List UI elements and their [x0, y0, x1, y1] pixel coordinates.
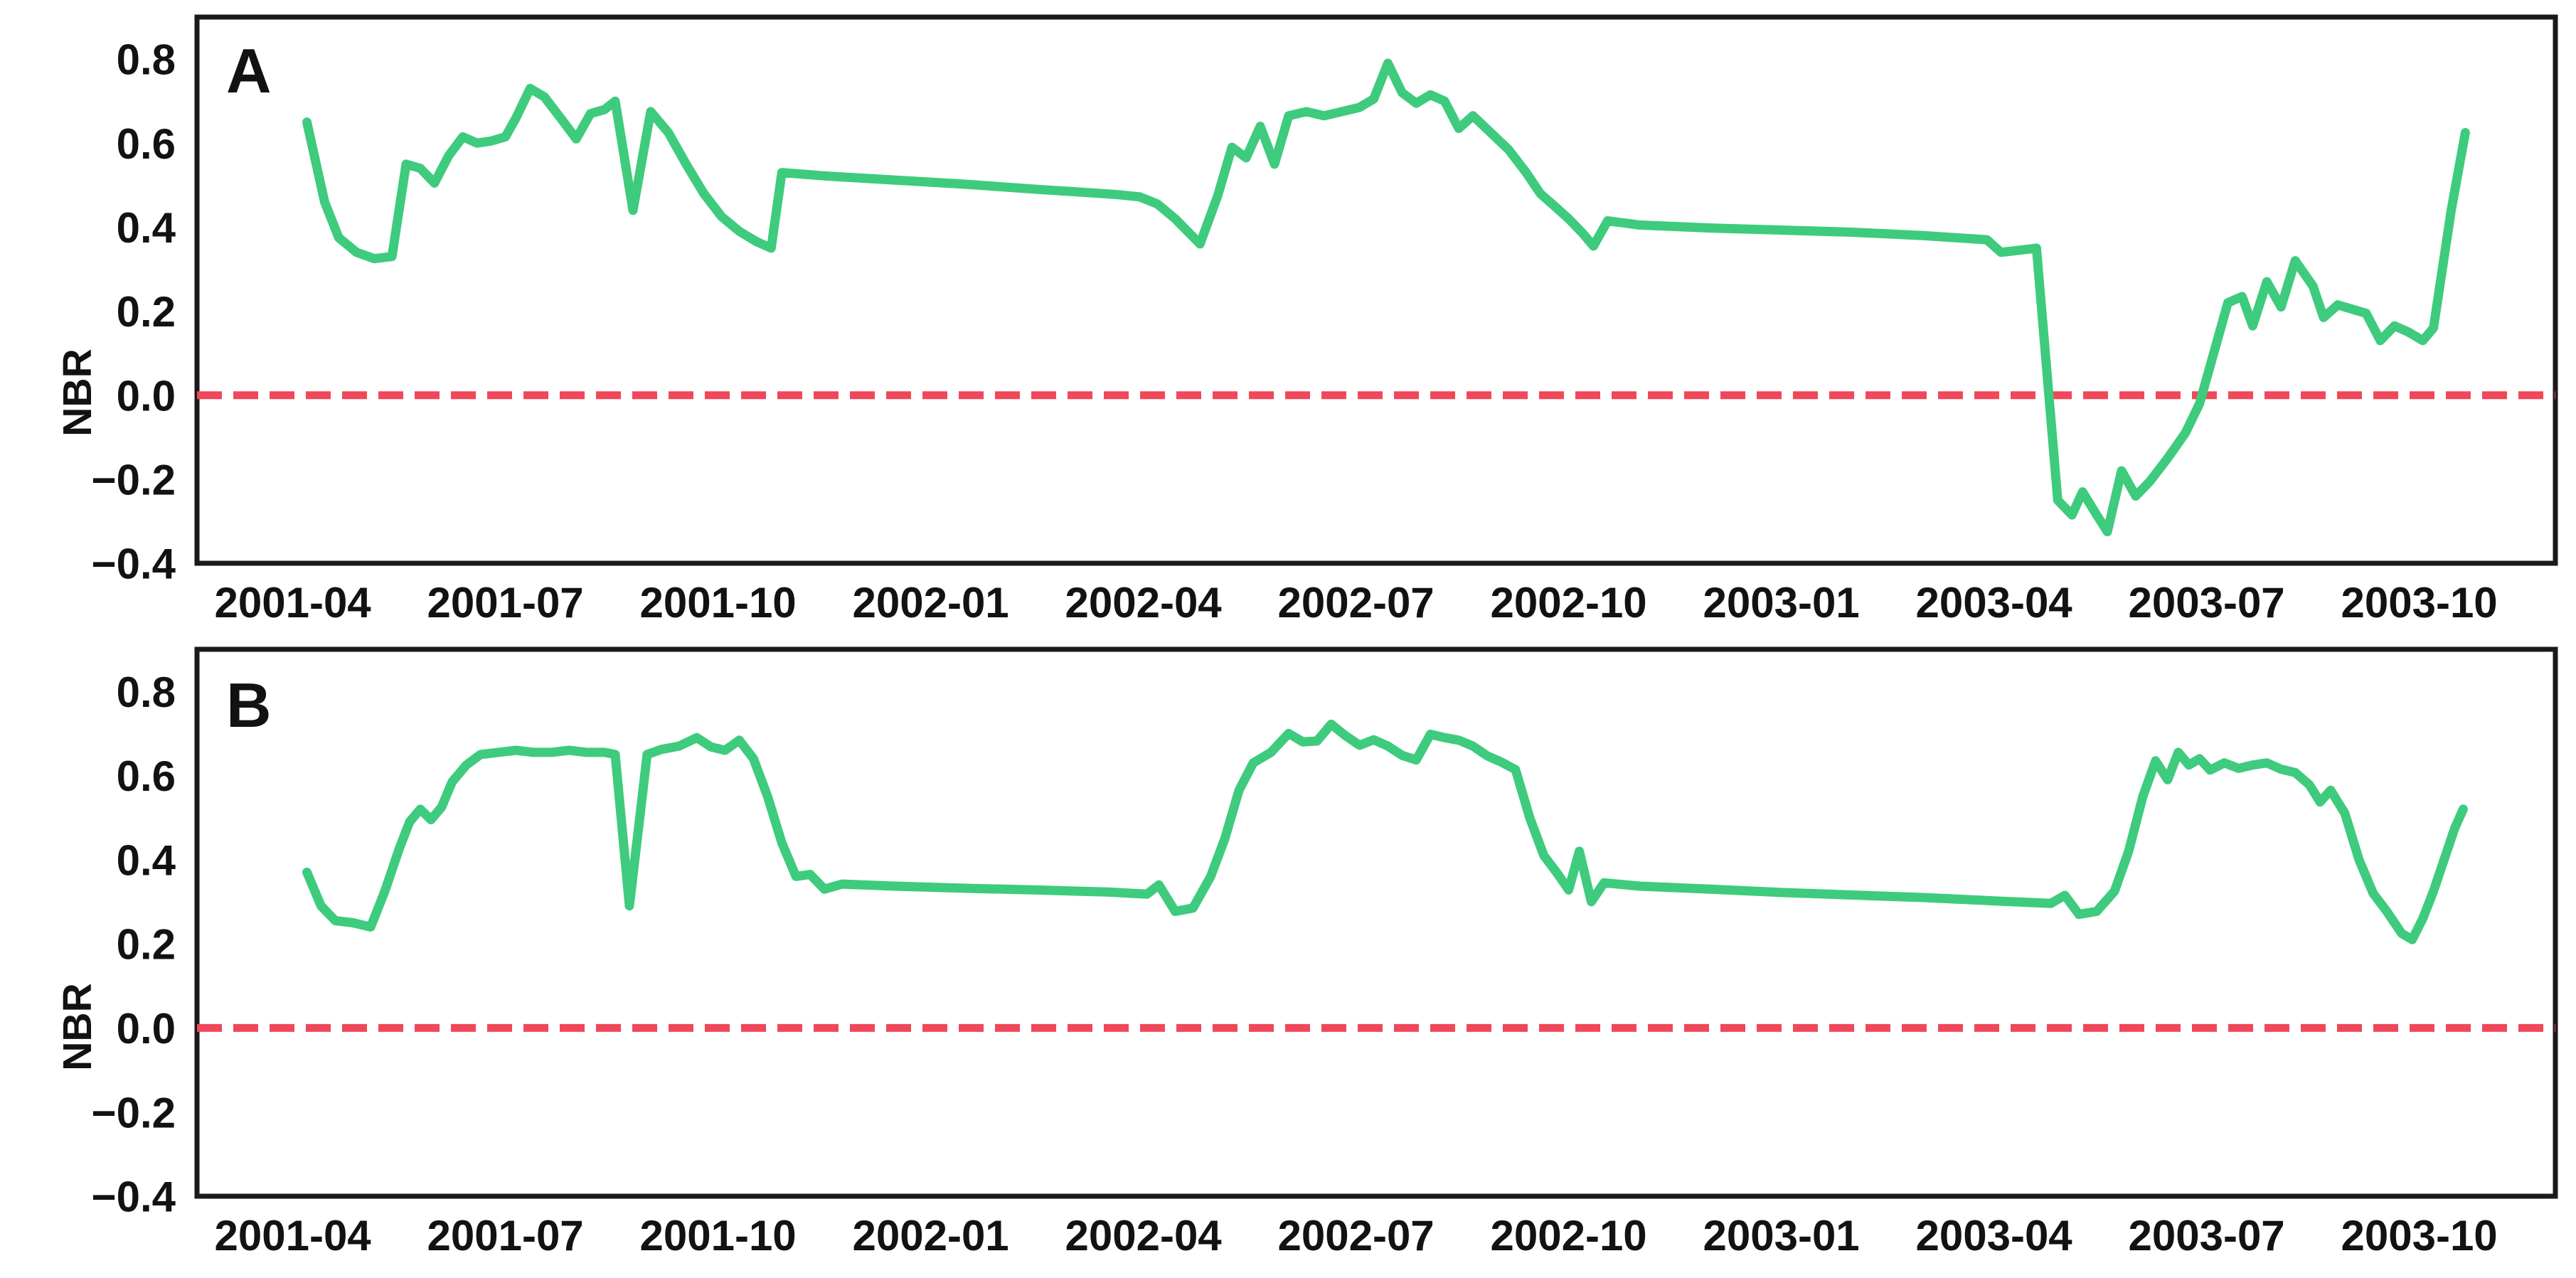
panel-b-xtick-2001-07: 2001-07 [427, 1212, 583, 1260]
panel-a-nbr-line [302, 58, 2470, 537]
panel-b-plot-border [194, 646, 2558, 1199]
panel-a-ytick-−0.4: −0.4 [92, 541, 176, 588]
panel-a: A NBR 0.80.60.40.20.0−0.2−0.4 2001-04 200… [55, 14, 2558, 627]
panel-b-ytick-0.4: 0.4 [117, 836, 176, 884]
panel-a-ytick-0.6: 0.6 [117, 120, 176, 168]
panel-b-xtick-2002-01: 2002-01 [852, 1212, 1008, 1260]
panel-b: B NBR 0.80.60.40.20.0−0.2−0.4 2001-04 200… [55, 646, 2558, 1260]
panel-b-xtick-2003-07: 2003-07 [2128, 1212, 2284, 1260]
panel-b-ytick-−0.2: −0.2 [92, 1089, 176, 1136]
panel-a-ytick-0.4: 0.4 [117, 204, 176, 252]
panel-a-xtick-2001-10: 2001-10 [639, 579, 796, 627]
panel-a-xtick-2003-01: 2003-01 [1703, 579, 1859, 627]
panel-a-xtick-2001-07: 2001-07 [427, 579, 583, 627]
panel-a-xtick-2001-04: 2001-04 [214, 579, 371, 627]
panel-a-y-axis-title: NBR [55, 348, 100, 437]
panel-b-xtick-2003-01: 2003-01 [1703, 1212, 1859, 1260]
panel-a-ytick-0.0: 0.0 [117, 372, 176, 420]
panel-a-ytick-0.8: 0.8 [117, 36, 176, 84]
panel-b-letter: B [226, 670, 272, 740]
panel-b-xtick-2003-10: 2003-10 [2341, 1212, 2497, 1260]
panel-a-xtick-2002-10: 2002-10 [1490, 579, 1646, 627]
panel-a-xtick-2002-07: 2002-07 [1277, 579, 1434, 627]
panel-b-xtick-2003-04: 2003-04 [1915, 1212, 2072, 1260]
panel-a-plot-border [194, 14, 2558, 566]
panel-a-letter: A [226, 36, 272, 106]
panel-b-ytick-0.8: 0.8 [117, 669, 176, 716]
panel-b-nbr-line [302, 719, 2468, 944]
panel-a-xtick-2003-04: 2003-04 [1915, 579, 2072, 627]
panel-a-xtick-2002-04: 2002-04 [1065, 579, 1222, 627]
panel-a-x-tick-labels: 2001-04 2001-07 2001-10 2002-01 2002-04 2002-… [214, 579, 2497, 627]
panel-b-xtick-2002-04: 2002-04 [1065, 1212, 1222, 1260]
panel-b-xtick-2002-10: 2002-10 [1490, 1212, 1646, 1260]
panel-b-xtick-2001-04: 2001-04 [214, 1212, 371, 1260]
panel-a-xtick-2003-07: 2003-07 [2128, 579, 2284, 627]
panel-a-xtick-2003-10: 2003-10 [2341, 579, 2497, 627]
panel-a-y-tick-labels: 0.8 0.6 0.4 0.2 0.0 −0.2 −0.4 [92, 36, 176, 588]
panel-b-y-tick-labels: 0.8 0.6 0.4 0.2 0.0 −0.2 −0.4 [92, 669, 176, 1221]
panel-b-xtick-2002-07: 2002-07 [1277, 1212, 1434, 1260]
panel-b-ytick-0.0: 0.0 [117, 1005, 176, 1053]
panel-b-ytick-0.2: 0.2 [117, 921, 176, 969]
panel-b-x-tick-labels: 2001-04 2001-07 2001-10 2002-01 2002-04 2002-… [214, 1212, 2497, 1260]
panel-b-ytick-0.6: 0.6 [117, 752, 176, 800]
panel-b-ytick-−0.4: −0.4 [92, 1173, 176, 1221]
panel-a-xtick-2002-01: 2002-01 [852, 579, 1008, 627]
panel-b-xtick-2001-10: 2001-10 [639, 1212, 796, 1260]
panel-b-y-axis-title: NBR [55, 983, 100, 1071]
panel-a-ytick-−0.2: −0.2 [92, 456, 176, 504]
panel-a-ytick-0.2: 0.2 [117, 288, 176, 336]
